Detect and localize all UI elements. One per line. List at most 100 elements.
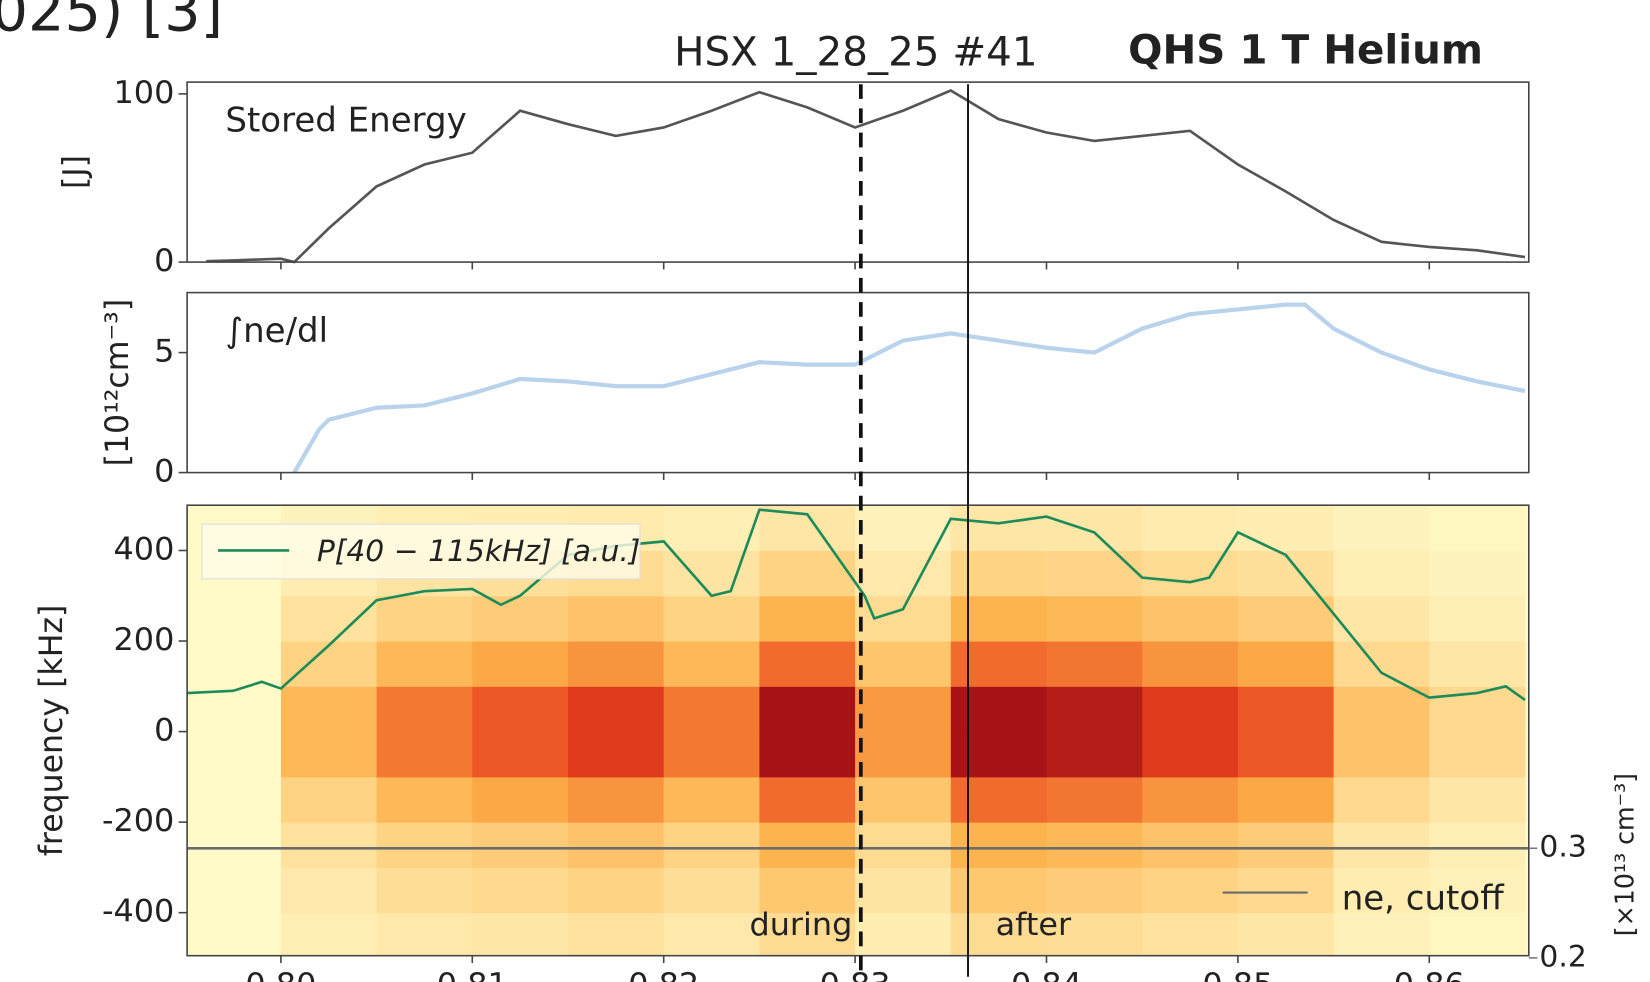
spectrogram-cell bbox=[1429, 595, 1526, 642]
spectrogram-cell bbox=[1046, 822, 1143, 868]
spectrogram-cell bbox=[187, 776, 282, 823]
y-tick-label: 0 bbox=[154, 713, 174, 749]
spectrogram-cell bbox=[663, 867, 760, 914]
spectrogram-cell bbox=[472, 776, 569, 823]
spectrogram-cell bbox=[1046, 505, 1143, 552]
spectrogram-cell bbox=[855, 641, 952, 687]
spectrogram-cell bbox=[567, 641, 665, 687]
x-tick-label: 0.86 bbox=[1394, 967, 1465, 982]
spectrogram-cell bbox=[663, 505, 760, 552]
spectrogram-cell bbox=[1237, 641, 1335, 687]
spectrogram-cell bbox=[1333, 595, 1430, 642]
spectrogram-cell bbox=[472, 867, 569, 914]
spectrogram-cell bbox=[1046, 641, 1143, 687]
spectrogram-cell bbox=[855, 505, 952, 552]
spectrogram-cell bbox=[376, 641, 473, 687]
y-tick-label: 0 bbox=[154, 454, 174, 490]
spectrogram-cell bbox=[567, 822, 665, 868]
spectrogram-cell bbox=[663, 641, 760, 687]
spectrogram-cell bbox=[759, 595, 856, 642]
spectrogram-cell bbox=[663, 686, 760, 733]
spectrogram-cell bbox=[950, 822, 1048, 868]
spectrogram-cell bbox=[472, 912, 569, 956]
spectrogram-cell bbox=[472, 822, 569, 868]
spectrogram-cell bbox=[1142, 641, 1239, 687]
legend-label: P[40 − 115kHz] [a.u.] bbox=[317, 534, 641, 568]
spectrogram-cell bbox=[1046, 595, 1143, 642]
spectrogram-cell bbox=[759, 731, 856, 778]
spectrogram-cell bbox=[376, 776, 473, 823]
spectrogram-cell bbox=[759, 686, 856, 733]
spectrogram-cell bbox=[1237, 867, 1335, 914]
spectrogram-cell bbox=[1237, 595, 1335, 642]
panel-label: Stored Energy bbox=[225, 101, 466, 140]
spectrogram-cell bbox=[1142, 731, 1239, 778]
spectrogram-cell bbox=[759, 867, 856, 914]
spectrogram-cell bbox=[1046, 686, 1143, 733]
spectrogram-cell bbox=[280, 595, 378, 642]
spectrogram-cell bbox=[663, 595, 760, 642]
spectrogram-cell bbox=[950, 776, 1048, 823]
spectrogram-cell bbox=[855, 776, 952, 823]
spectrogram-cell bbox=[472, 731, 569, 778]
spectrogram-cell bbox=[855, 912, 952, 956]
spectrogram-cell bbox=[280, 731, 378, 778]
spectrogram-cell bbox=[855, 867, 952, 914]
spectrogram-cell bbox=[1237, 550, 1335, 597]
spectrogram-cell bbox=[1429, 822, 1526, 868]
x-tick-label: 0.83 bbox=[820, 967, 891, 982]
spectrogram-cell bbox=[567, 776, 665, 823]
spectrogram-cell bbox=[187, 867, 282, 914]
spectrogram-cell bbox=[567, 867, 665, 914]
spectrogram-cell bbox=[855, 550, 952, 597]
spectrogram-cell bbox=[759, 550, 856, 597]
spectrogram-cell bbox=[950, 686, 1048, 733]
spectrogram-cell bbox=[1333, 822, 1430, 868]
spectrogram-cell bbox=[280, 867, 378, 914]
spectrogram-cell bbox=[567, 912, 665, 956]
spectrogram-cell bbox=[663, 776, 760, 823]
spectrogram-cell bbox=[1429, 505, 1526, 552]
spectrogram-cell bbox=[855, 822, 952, 868]
data-line bbox=[206, 89, 1526, 264]
spectrogram-cell bbox=[280, 686, 378, 733]
spectrogram-cell bbox=[663, 731, 760, 778]
spectrogram-cell bbox=[1046, 867, 1143, 914]
plot-frame bbox=[186, 291, 1530, 474]
y-axis-label: frequency [kHz] bbox=[34, 605, 70, 857]
spectrogram-cell bbox=[1142, 505, 1239, 552]
spectrogram-cell bbox=[950, 550, 1048, 597]
spectrogram-cell bbox=[1237, 822, 1335, 868]
data-line bbox=[292, 302, 1526, 474]
spectrogram-cell bbox=[1142, 595, 1239, 642]
spectrogram-cell bbox=[1333, 776, 1430, 823]
spectrogram-cell bbox=[187, 595, 282, 642]
x-tick-label: 0.81 bbox=[437, 967, 508, 982]
spectrogram-cell bbox=[567, 731, 665, 778]
spectrogram-cell bbox=[1237, 776, 1335, 823]
spectrogram-cell bbox=[376, 822, 473, 868]
spectrogram-cell bbox=[663, 822, 760, 868]
spectrogram-cell bbox=[280, 822, 378, 868]
spectrogram-cell bbox=[187, 641, 282, 687]
spectrogram-cell bbox=[280, 641, 378, 687]
spectrogram-cell bbox=[1237, 912, 1335, 956]
spectrogram-cell bbox=[1237, 731, 1335, 778]
spectrogram-cell bbox=[1142, 776, 1239, 823]
spectrogram-cell bbox=[1333, 641, 1430, 687]
spectrogram-cell bbox=[1429, 550, 1526, 597]
spectrogram-cell bbox=[280, 912, 378, 956]
spectrogram-cell bbox=[1142, 912, 1239, 956]
y-tick-label: 5 bbox=[154, 334, 174, 370]
spectrogram-cell bbox=[1046, 731, 1143, 778]
spectrogram-cell bbox=[1429, 731, 1526, 778]
page-fragment: 025) [3] bbox=[0, 0, 223, 44]
spectrogram-cell bbox=[187, 731, 282, 778]
legend-label: ne, cutoff bbox=[1342, 879, 1505, 918]
spectrogram-cell bbox=[855, 686, 952, 733]
spectrogram-cell bbox=[1429, 776, 1526, 823]
spectrogram-cell bbox=[376, 686, 473, 733]
spectrogram-cell bbox=[1429, 641, 1526, 687]
spectrogram-cell bbox=[1333, 686, 1430, 733]
spectrogram-cell bbox=[1429, 912, 1526, 956]
